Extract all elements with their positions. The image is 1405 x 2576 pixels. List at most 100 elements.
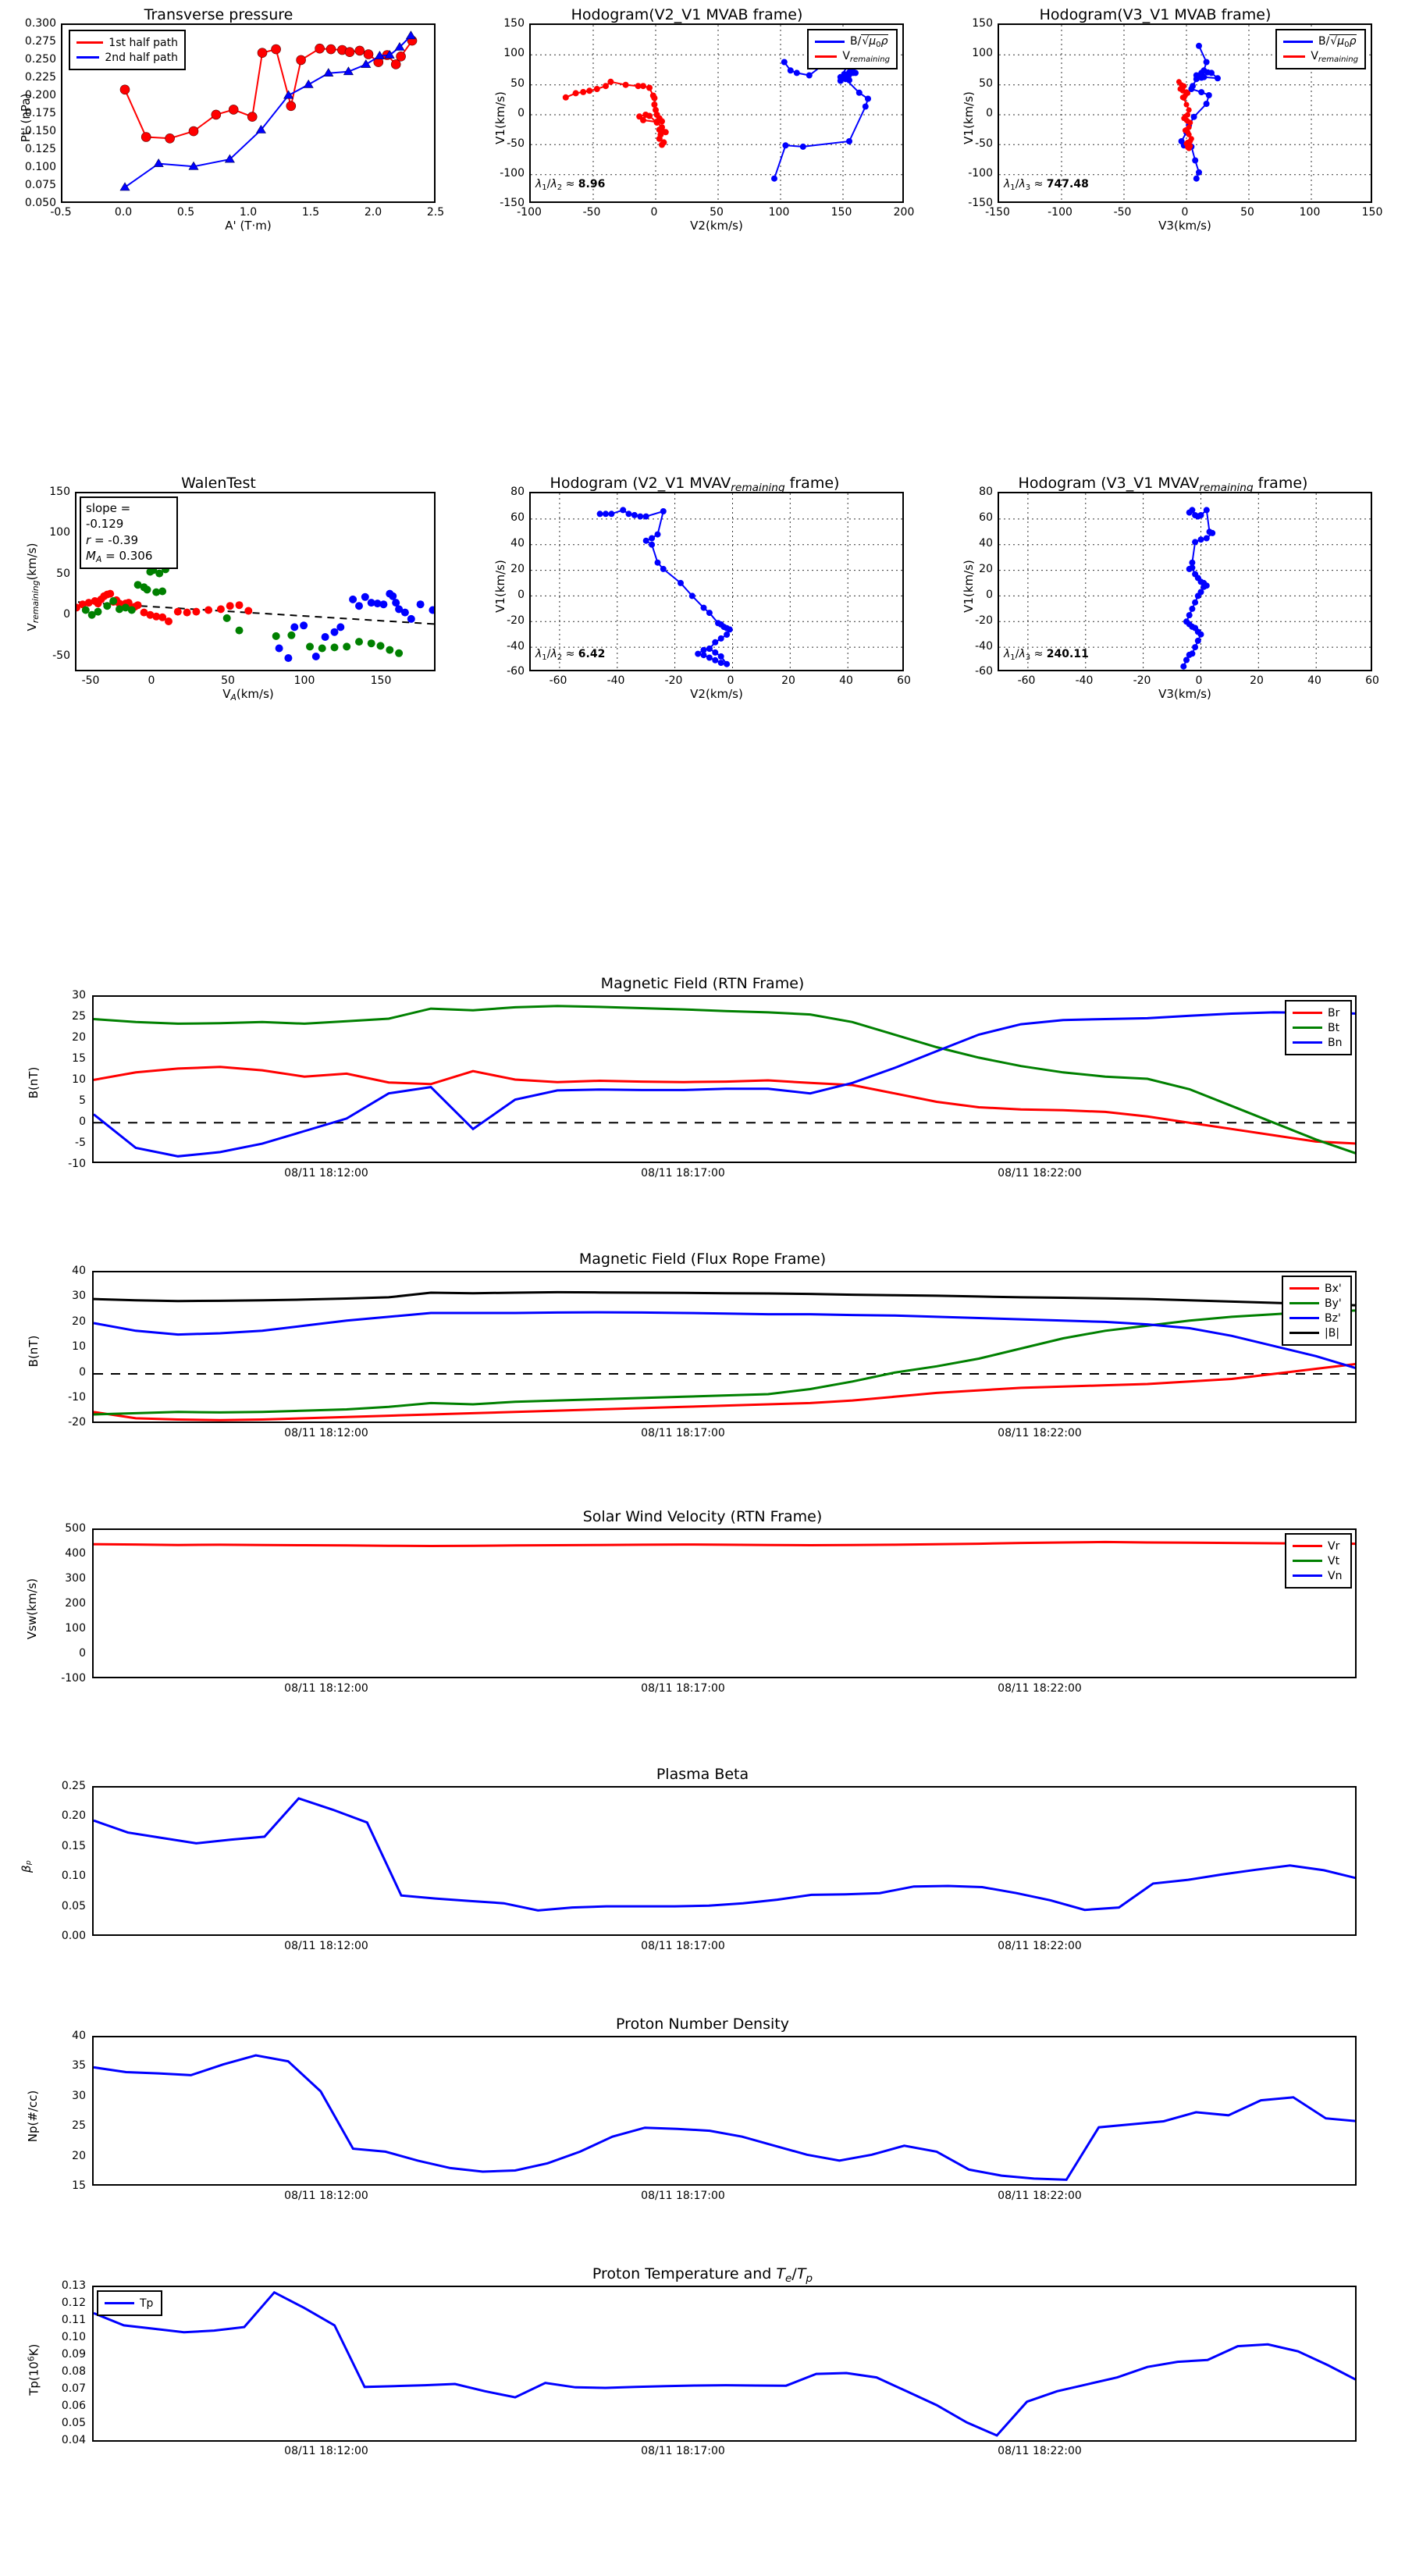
xtick: 40 [839,674,853,687]
series-trajectory [1180,507,1216,670]
series-2nd-half-path [119,30,416,191]
panel-transverse-pressure: Transverse pressure [0,0,468,233]
ytick: 35 [72,2059,86,2072]
series-np [94,2054,1355,2181]
ytick: 0 [79,1115,86,1128]
eigenvalue-ratio-annotation: λ1/λ2 ≈ 6.42 [535,648,606,662]
fit-line [77,601,434,625]
xtick: 08/11 18:22:00 [998,2445,1082,2457]
ytick: 40 [510,537,525,550]
xtick: 08/11 18:17:00 [641,1682,725,1695]
line-swatch-icon [105,2302,134,2304]
ytick: 200 [65,1597,86,1610]
line-swatch-icon [1293,1574,1322,1577]
eigenvalue-ratio-annotation: λ1/λ2 ≈ 8.96 [535,178,606,192]
series-br [94,1066,1355,1145]
eigenvalue-ratio-annotation: λ1/λ3 ≈ 240.11 [1004,648,1089,662]
ytick: 0.07 [61,2382,86,2395]
xtick: 0 [727,674,735,687]
series-bx [94,1362,1355,1421]
ytick: -150 [500,197,525,209]
legend-item-bmag: |B| [1289,1325,1344,1340]
np-density-svg [94,2054,1355,2181]
y-axis-label: Vsw(km/s) [25,1578,39,1640]
legend-hodogram-v3v1-mvab: B/√μ0ρ Vremaining [1275,29,1366,69]
x-axis-label: V3(km/s) [1158,687,1211,701]
plot-area [92,1786,1357,1936]
walen-r: r = -0.39 [86,532,139,547]
ytick: 0.150 [24,125,56,137]
ytick: 500 [65,1522,86,1535]
walen-stats-box: slope = -0.129 r = -0.39 MA = 0.306 [80,496,178,570]
xtick: 150 [1361,206,1383,219]
x-axis-label: A' (T·m) [225,219,272,233]
legend-label-b-alfven: B/√μ0ρ [850,34,889,49]
ytick: 40 [72,2030,86,2042]
circle-marker-icon [76,41,104,44]
y-axis-label: V1(km/s) [962,91,976,144]
ytick: 0.09 [61,2348,86,2361]
legend-item-bn: Bn [1293,1035,1344,1050]
y-axis-label: B(nT) [27,1066,41,1099]
hodogram-v2v1-mvav-svg [531,493,902,670]
xtick: -0.5 [50,206,72,219]
ytick: 30 [72,989,86,1002]
panel-title: Transverse pressure [144,6,293,23]
xtick: 08/11 18:12:00 [284,1682,368,1695]
panel-magnetic-field-rtn: Magnetic Field (RTN Frame) Br Bt Bn 30 2… [0,972,1405,1214]
series-bmag [94,1290,1355,1307]
legend-vsw: Vr Vt Vn [1285,1533,1352,1589]
legend-b-rtn: Br Bt Bn [1285,1000,1352,1055]
ytick: -60 [507,665,525,678]
panel-hodogram-v3v1-mvav: Hodogram (V3_V1 MVAVremaining frame) [937,468,1405,701]
legend-b-fluxrope: Bx' By' Bz' |B| [1282,1276,1352,1346]
ytick: 150 [503,17,525,30]
xtick: 08/11 18:12:00 [284,1427,368,1439]
vsw-rtn-svg [94,1540,1355,1548]
xtick: 08/11 18:12:00 [284,2445,368,2457]
line-swatch-icon [1293,1560,1322,1562]
ytick: 30 [72,1290,86,1302]
xtick: -100 [1048,206,1072,219]
xtick: 1.5 [301,206,320,219]
panel-hodogram-v2v1-mvab: Hodogram(V2_V1 MVAB frame) [468,0,937,233]
xtick: -20 [1133,674,1151,687]
ytick: 400 [65,1547,86,1560]
ytick: 0.225 [24,71,56,84]
legend-item-bz: Bz' [1289,1311,1344,1325]
series-tp [94,2290,1355,2437]
panel-proton-temperature: Proton Temperature and Te/Tp Tp 0.13 0.1… [0,2264,1405,2498]
ytick: 0.100 [24,161,56,173]
xtick: 50 [710,206,724,219]
plot-area: λ1/λ2 ≈ 6.42 [529,492,904,671]
xtick: 0.5 [176,206,195,219]
panel-title: Hodogram(V2_V1 MVAB frame) [571,6,803,23]
series-bz [94,1311,1355,1369]
panel-title: Magnetic Field (RTN Frame) [600,975,805,992]
plot-area [92,2036,1357,2186]
panel-hodogram-v3v1-mvab: Hodogram(V3_V1 MVAB frame) [937,0,1405,233]
line-swatch-icon [1293,1026,1322,1029]
panel-title: Hodogram(V3_V1 MVAB frame) [1039,6,1272,23]
y-axis-label: Pt' (nPa) [19,93,33,143]
xtick: 200 [893,206,915,219]
xtick: -50 [1113,206,1132,219]
xtick: 50 [1240,206,1254,219]
x-axis-label: V2(km/s) [690,219,743,233]
ytick: 0 [518,589,525,601]
xtick: 08/11 18:17:00 [641,1940,725,1952]
ytick: -60 [975,665,993,678]
panel-solar-wind-velocity: Solar Wind Velocity (RTN Frame) Vr Vt Vn… [0,1507,1405,1741]
xtick: 60 [1365,674,1379,687]
ytick: 0.12 [61,2297,86,2309]
panel-walen-test: WalenTest [0,468,468,703]
ytick: 0.20 [61,1809,86,1822]
xtick: 100 [1299,206,1321,219]
series-by [94,1309,1355,1416]
ytick: 20 [72,2150,86,2162]
xtick: -40 [1075,674,1094,687]
ytick: 50 [56,568,70,580]
ytick: 10 [72,1340,86,1353]
ytick: 0 [986,107,993,119]
series-1st-half-path [119,35,418,144]
